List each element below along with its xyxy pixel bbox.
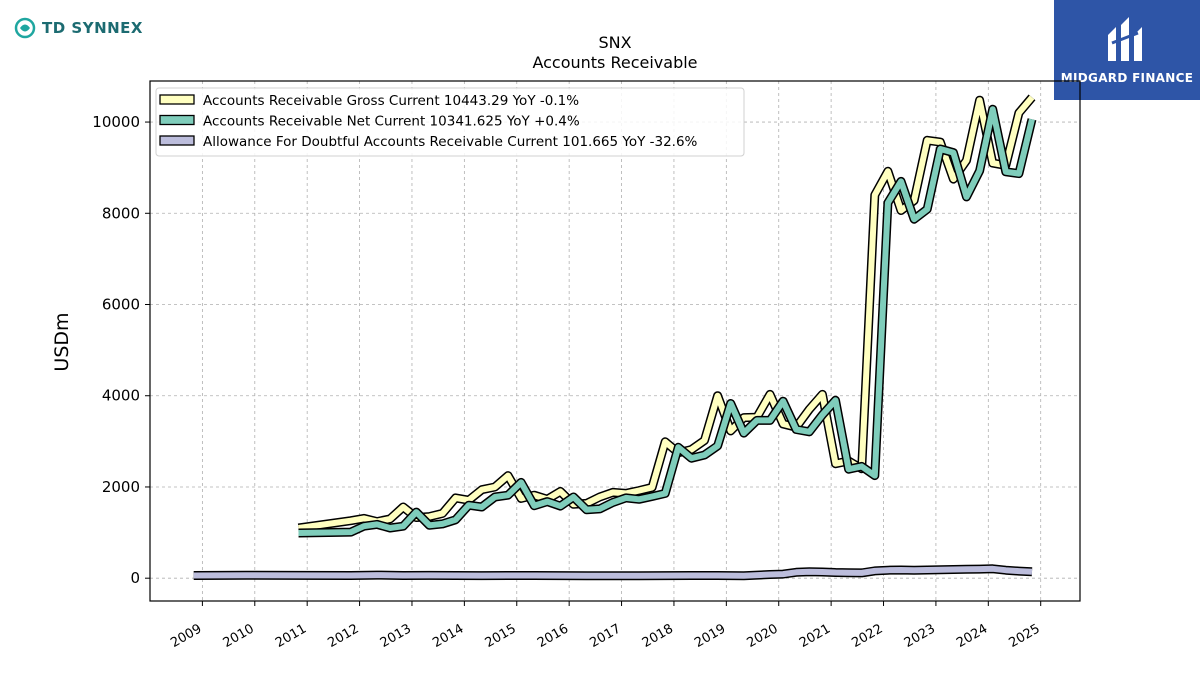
chart-title: SNX bbox=[598, 33, 631, 52]
midgard-finance-logo: MIDGARD FINANCE bbox=[1054, 0, 1200, 100]
legend: Accounts Receivable Gross Current 10443.… bbox=[155, 87, 745, 157]
allowance-series-line bbox=[193, 565, 1033, 579]
x-tick-label: 2013 bbox=[378, 621, 414, 651]
x-tick-label: 2023 bbox=[902, 621, 938, 651]
y-tick-label: 2000 bbox=[102, 478, 140, 496]
plot-frame bbox=[149, 80, 1081, 602]
td-synnex-logo: TD SYNNEX bbox=[14, 14, 143, 42]
legend-item-allowance-label: Allowance For Doubtful Accounts Receivab… bbox=[203, 134, 698, 150]
y-tick-label: 0 bbox=[130, 569, 140, 587]
x-tick-label: 2011 bbox=[273, 621, 309, 651]
legend-item-allowance-swatch bbox=[159, 135, 195, 146]
legend-item-gross-swatch bbox=[159, 94, 195, 105]
x-tick-label: 2020 bbox=[745, 621, 781, 651]
legend-item-net-swatch bbox=[159, 114, 195, 126]
net-series-line bbox=[298, 106, 1035, 536]
series-lines bbox=[193, 94, 1037, 581]
x-tick-label: 2018 bbox=[640, 621, 676, 651]
x-tick-label: 2012 bbox=[325, 621, 361, 651]
x-tick-label: 2025 bbox=[1007, 621, 1043, 651]
x-tick-label: 2009 bbox=[168, 621, 204, 651]
legend-box bbox=[155, 87, 745, 157]
y-tick-label: 10000 bbox=[92, 113, 140, 131]
y-tick-label: 8000 bbox=[102, 204, 140, 222]
td-synnex-logo-icon bbox=[14, 17, 36, 39]
legend-item-gross-label: Accounts Receivable Gross Current 10443.… bbox=[203, 93, 579, 109]
td-synnex-logo-text: TD SYNNEX bbox=[42, 19, 143, 37]
x-tick-label: 2019 bbox=[692, 621, 728, 651]
x-tick-label: 2015 bbox=[483, 621, 519, 651]
gross-series-line bbox=[298, 95, 1035, 531]
x-tick-label: 2024 bbox=[954, 621, 990, 651]
midgard-finance-logo-icon bbox=[1108, 17, 1142, 61]
y-tick-label: 4000 bbox=[102, 387, 140, 405]
x-tick-label: 2021 bbox=[797, 621, 833, 651]
x-tick-label: 2017 bbox=[587, 621, 623, 651]
x-tick-label: 2010 bbox=[221, 621, 257, 651]
x-tick-label: 2014 bbox=[430, 621, 466, 651]
y-axis-label: USDm bbox=[51, 312, 73, 371]
chart-subtitle: Accounts Receivable bbox=[532, 53, 697, 72]
midgard-finance-logo-text: MIDGARD FINANCE bbox=[1060, 71, 1194, 85]
x-tick-label: 2022 bbox=[849, 621, 885, 651]
legend-item-net-label: Accounts Receivable Net Current 10341.62… bbox=[203, 114, 580, 130]
y-tick-label: 6000 bbox=[102, 296, 140, 314]
x-tick-label: 2016 bbox=[535, 621, 571, 651]
